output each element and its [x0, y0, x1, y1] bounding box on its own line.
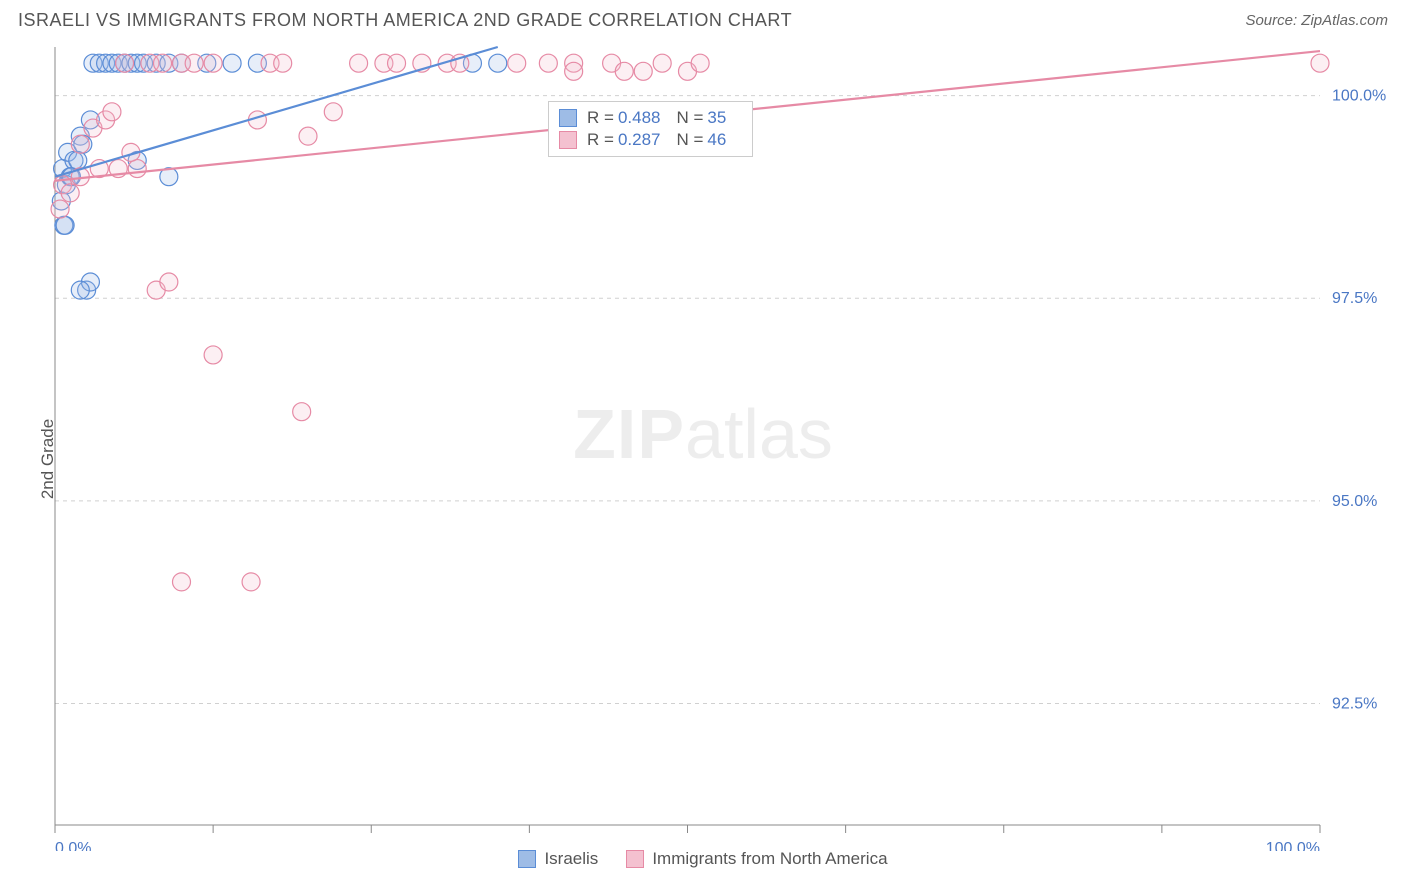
scatter-plot-svg: 92.5%95.0%97.5%100.0%0.0%100.0%: [0, 39, 1406, 851]
n-label: N =: [676, 108, 703, 128]
n-value: 35: [707, 108, 726, 128]
svg-text:95.0%: 95.0%: [1332, 493, 1377, 510]
correlation-stats-box: R =0.488 N =35 R =0.287 N =46: [548, 101, 753, 157]
legend-swatch-icon: [626, 850, 644, 868]
series-swatch-icon: [559, 131, 577, 149]
svg-text:92.5%: 92.5%: [1332, 695, 1377, 712]
svg-text:97.5%: 97.5%: [1332, 290, 1377, 307]
legend-item: Israelis: [518, 849, 598, 869]
chart-title: ISRAELI VS IMMIGRANTS FROM NORTH AMERICA…: [18, 10, 792, 31]
r-value: 0.488: [618, 108, 661, 128]
n-value: 46: [707, 130, 726, 150]
r-label: R =: [587, 130, 614, 150]
legend: Israelis Immigrants from North America: [0, 849, 1406, 873]
r-label: R =: [587, 108, 614, 128]
chart-area: 2nd Grade 92.5%95.0%97.5%100.0%0.0%100.0…: [0, 39, 1406, 879]
legend-swatch-icon: [518, 850, 536, 868]
r-value: 0.287: [618, 130, 661, 150]
n-label: N =: [676, 130, 703, 150]
header: ISRAELI VS IMMIGRANTS FROM NORTH AMERICA…: [0, 0, 1406, 39]
legend-label: Israelis: [544, 849, 598, 869]
y-axis-label: 2nd Grade: [38, 419, 58, 499]
legend-item: Immigrants from North America: [626, 849, 887, 869]
series-swatch-icon: [559, 109, 577, 127]
source-label: Source: ZipAtlas.com: [1245, 12, 1388, 29]
stat-row: R =0.488 N =35: [559, 108, 742, 128]
svg-text:100.0%: 100.0%: [1332, 88, 1386, 105]
legend-label: Immigrants from North America: [652, 849, 887, 869]
stat-row: R =0.287 N =46: [559, 130, 742, 150]
